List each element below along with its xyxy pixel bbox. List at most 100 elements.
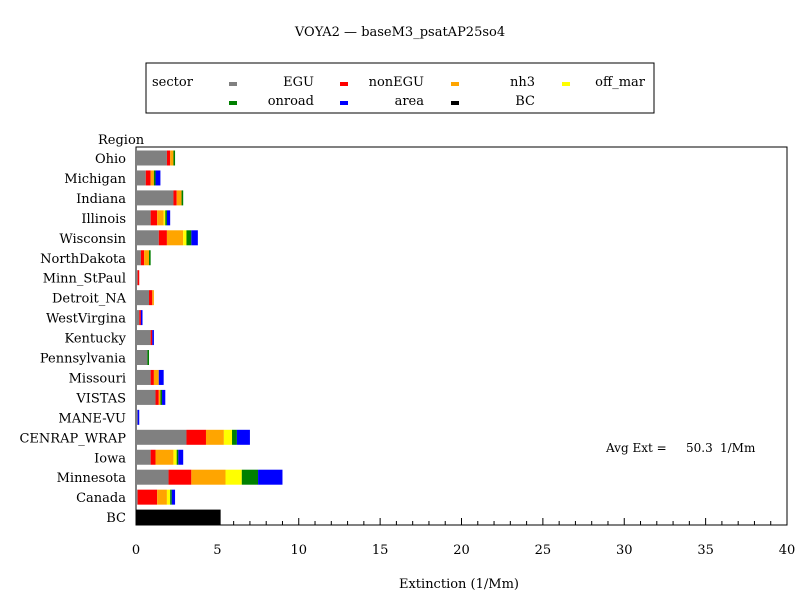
bar-Illinois-onroad [165, 210, 167, 226]
bar-Wisconsin-onroad [186, 230, 192, 246]
bar-Ohio-nonEGU [166, 150, 171, 166]
legend-title: sector [152, 75, 194, 90]
bar-Kentucky-EGU [136, 330, 151, 346]
legend-swatch-nonEGU [340, 82, 348, 86]
bar-Wisconsin-area [191, 230, 198, 246]
avg-ext-annotation: Avg Ext = 50.3 1/Mm [605, 441, 756, 455]
bar-NorthDakota-EGU [136, 250, 141, 266]
bar-Ohio-nh3 [170, 150, 174, 166]
bar-Illinois-nonEGU [150, 210, 158, 226]
legend-label-area: area [395, 94, 425, 109]
bar-MANE-VU-area [137, 409, 140, 425]
y-tick-label-Minn_StPaul: Minn_StPaul [43, 272, 126, 287]
bar-Minnesota-nonEGU [168, 469, 192, 485]
y-tick-label-CENRAP_WRAP: CENRAP_WRAP [19, 431, 126, 446]
y-tick-label-BC: BC [106, 511, 126, 526]
bar-Wisconsin-off_mar [183, 230, 187, 246]
legend-label-nonEGU: nonEGU [369, 75, 424, 90]
bar-CENRAP_WRAP-off_mar [223, 429, 233, 445]
bar-Kentucky-area [152, 330, 154, 346]
legend-swatch-BC [451, 101, 459, 105]
legend-label-off_mar: off_mar [595, 75, 646, 90]
bar-Iowa-onroad [176, 449, 179, 465]
bar-VISTAS-nonEGU [155, 389, 159, 405]
y-tick-label-Canada: Canada [76, 491, 126, 506]
bar-BC-BC [136, 509, 221, 525]
y-tick-label-NorthDakota: NorthDakota [40, 252, 126, 267]
legend-swatch-off_mar [562, 82, 570, 86]
bar-Indiana-nh3 [176, 190, 182, 206]
bar-Minnesota-area [258, 469, 283, 485]
bar-Michigan-nh3 [150, 170, 154, 186]
y-tick-label-Ohio: Ohio [95, 152, 126, 167]
bar-Canada-nonEGU [137, 489, 158, 505]
bar-Missouri-area [158, 369, 164, 385]
bar-Illinois-EGU [136, 210, 151, 226]
plot-frame [135, 146, 788, 526]
bar-Detroit_NA-EGU [136, 290, 150, 306]
avg-ext-label: Avg Ext = [605, 441, 667, 455]
bar-Detroit_NA-nh3 [152, 290, 154, 306]
bar-WestVirgina-area [140, 310, 143, 326]
bar-Pennsylvania-EGU [136, 350, 148, 365]
x-tick-label: 30 [616, 543, 633, 558]
legend-swatch-area [340, 101, 348, 105]
y-tick-label-Kentucky: Kentucky [64, 332, 126, 347]
avg-ext-unit: 1/Mm [720, 441, 756, 455]
x-tick-label: 15 [372, 543, 389, 558]
x-tick-label: 40 [779, 543, 796, 558]
bar-CENRAP_WRAP-area [236, 429, 250, 445]
bars [136, 150, 283, 525]
chart-title: VOYA2 — baseM3_psatAP25so4 [294, 25, 505, 40]
bar-Indiana-EGU [136, 190, 174, 206]
y-tick-label-Iowa: Iowa [94, 451, 126, 466]
bar-Kentucky-nonEGU [150, 330, 153, 346]
bar-Illinois-off_mar [163, 210, 166, 226]
y-axis: Ohio Michigan Indiana Illinois Wisconsin Nort… [19, 152, 126, 526]
legend-swatch-EGU [229, 82, 237, 86]
y-tick-label-Illinois: Illinois [81, 212, 126, 227]
bar-Minn_StPaul-EGU [136, 270, 138, 286]
y-tick-label-MANE-VU: MANE-VU [58, 411, 126, 426]
bar-Wisconsin-EGU [136, 230, 159, 246]
bar-CENRAP_WRAP-nonEGU [186, 429, 206, 445]
bar-Wisconsin-nonEGU [158, 230, 167, 246]
bar-Iowa-nonEGU [150, 449, 156, 465]
legend-swatch-nh3 [451, 82, 459, 86]
bar-Missouri-nonEGU [150, 369, 154, 385]
bar-Minnesota-onroad [241, 469, 259, 485]
bar-Minn_StPaul-nonEGU [137, 270, 140, 286]
legend-label-BC: BC [515, 94, 535, 109]
y-tick-label-Pennsylvania: Pennsylvania [40, 352, 126, 367]
y-tick-label-WestVirgina: WestVirgina [46, 312, 126, 327]
bar-Michigan-area [155, 170, 161, 186]
bar-Canada-off_mar [166, 489, 171, 505]
x-tick-label: 10 [290, 543, 307, 558]
bar-Iowa-area [178, 449, 184, 465]
bar-Ohio-onroad [173, 150, 176, 166]
bar-Iowa-off_mar [173, 449, 177, 465]
bar-Canada-EGU [136, 489, 138, 505]
bar-VISTAS-EGU [136, 389, 156, 405]
y-tick-label-VISTAS: VISTAS [75, 391, 126, 406]
bar-CENRAP_WRAP-onroad [232, 429, 237, 445]
bar-Canada-nh3 [157, 489, 167, 505]
bar-Illinois-area [166, 210, 171, 226]
bar-VISTAS-onroad [160, 389, 163, 405]
x-tick-label: 25 [535, 543, 552, 558]
bar-CENRAP_WRAP-EGU [136, 429, 187, 445]
bar-Canada-area [171, 489, 176, 505]
bar-Minnesota-nh3 [191, 469, 226, 485]
bar-Indiana-nonEGU [173, 190, 177, 206]
bar-Michigan-onroad [153, 170, 156, 186]
x-tick-label: 35 [697, 543, 714, 558]
bar-NorthDakota-nh3 [144, 250, 150, 266]
y-tick-label-Indiana: Indiana [76, 192, 126, 207]
x-tick-label: 20 [453, 543, 470, 558]
bar-Michigan-nonEGU [145, 170, 151, 186]
bar-VISTAS-area [162, 389, 166, 405]
avg-ext-value: 50.3 [686, 441, 713, 455]
y-tick-label-Detroit_NA: Detroit_NA [52, 292, 127, 307]
